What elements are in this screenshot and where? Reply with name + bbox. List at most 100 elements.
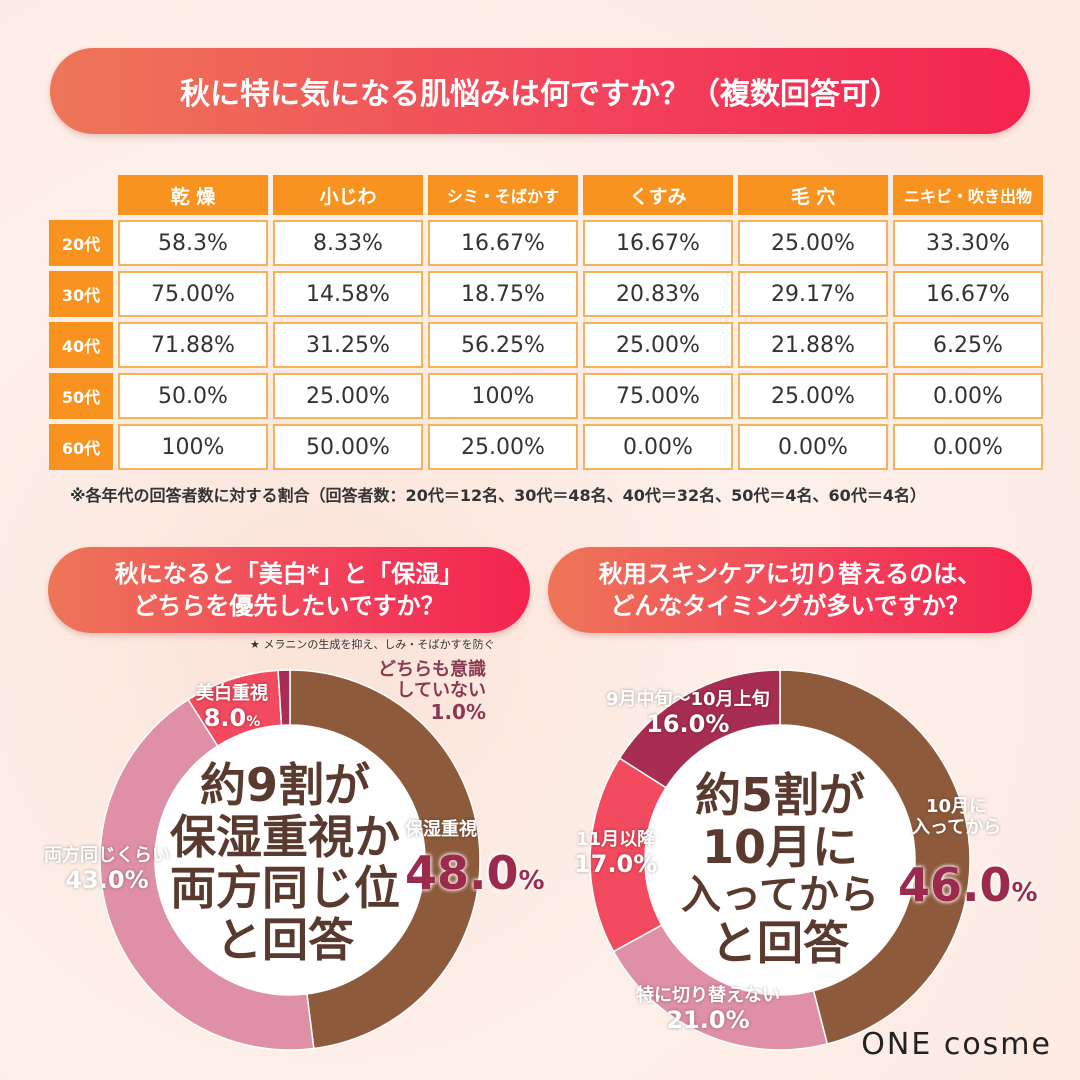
label-neither-pct: 1.0%: [430, 700, 486, 725]
table-cell: 29.17%: [738, 271, 888, 317]
label-september: 9月中旬～10月上旬 16.0%: [606, 689, 770, 738]
asterisk-note: ★ メラニンの生成を抑え、しみ・そばかすを防ぐ: [250, 638, 495, 651]
left-question-banner: 秋になると「美白*」と「保湿」 どちらを優先したいですか？: [48, 547, 530, 633]
right-question-line1: 秋用スキンケアに切り替えるのは、: [598, 559, 982, 588]
value-october: 46.0%: [898, 858, 1038, 912]
left-center-line4: と回答: [216, 912, 354, 967]
table-cell: 6.25%: [893, 322, 1043, 368]
label-november-name: 11月以降: [576, 829, 656, 850]
column-header: 毛 穴: [738, 175, 888, 215]
main-question-title: 秋に特に気になる肌悩みは何ですか？（複数回答可）: [180, 77, 900, 112]
right-donut-chart: [589, 669, 971, 1051]
table-cell: 0.00%: [738, 424, 888, 470]
table-cell: 20.83%: [583, 271, 733, 317]
table-cell: 25.00%: [428, 424, 578, 470]
value-october-number: 46.0: [898, 858, 1012, 912]
label-october: 10月に 入ってから: [912, 796, 1002, 838]
label-september-name: 9月中旬～10月上旬: [606, 689, 770, 710]
value-hoshitsu-number: 48.0: [405, 846, 519, 900]
label-october-name2: 入ってから: [912, 816, 1002, 838]
column-header: 乾 燥: [118, 175, 268, 215]
label-bihaku-name: 美白重視: [196, 683, 268, 704]
label-bihaku-sign: %: [246, 713, 261, 730]
label-ryouhou-pct: 43.0%: [65, 865, 149, 894]
table-cell: 25.00%: [738, 220, 888, 266]
left-center-line1: 約9割が: [199, 758, 370, 812]
table-cell: 100%: [428, 373, 578, 419]
right-question-banner: 秋用スキンケアに切り替えるのは、 どんなタイミングが多いですか？: [548, 547, 1032, 633]
table-cell: 18.75%: [428, 271, 578, 317]
table-cell: 25.00%: [273, 373, 423, 419]
table-row: 30代 75.00% 14.58% 18.75% 20.83% 29.17% 1…: [49, 271, 1043, 317]
table-cell: 25.00%: [583, 322, 733, 368]
right-donut-center-hole: [645, 725, 915, 995]
brand-logo: ONE cosme: [861, 1027, 1052, 1062]
row-header: 20代: [49, 220, 113, 266]
value-october-sign: %: [1011, 878, 1038, 908]
column-header: シミ・そばかす: [428, 175, 578, 215]
table-cell: 50.0%: [118, 373, 268, 419]
label-september-pct: 16.0%: [646, 709, 730, 738]
table-cell: 14.58%: [273, 271, 423, 317]
left-donut-chart: [99, 669, 481, 1051]
value-hoshitsu: 48.0%: [405, 846, 545, 900]
left-center-line3: 両方同じ位: [170, 861, 400, 916]
row-header: 50代: [49, 373, 113, 419]
left-donut-center-hole: [155, 725, 425, 995]
label-bihaku: 美白重視 8.0%: [196, 683, 268, 732]
table-cell: 21.88%: [738, 322, 888, 368]
label-ryouhou-name: 両方同じくらい: [44, 845, 170, 866]
label-hoshitsu-name: 保湿重視: [405, 819, 477, 840]
skin-concern-table: 乾 燥 小じわ シミ・そばかす くすみ 毛 穴 ニキビ・吹き出物 20代 58.…: [44, 170, 1048, 475]
label-no-switch-name: 特に切り替えない: [636, 985, 780, 1006]
left-question-line1: 秋になると「美白*」と「保湿」: [114, 559, 464, 588]
column-header: くすみ: [583, 175, 733, 215]
right-center-line4: と回答: [711, 915, 849, 970]
label-no-switch: 特に切り替えない 21.0%: [636, 985, 780, 1034]
table-cell: 16.67%: [428, 220, 578, 266]
table-header-row: 乾 燥 小じわ シミ・そばかす くすみ 毛 穴 ニキビ・吹き出物: [49, 175, 1043, 215]
table-row: 40代 71.88% 31.25% 56.25% 25.00% 21.88% 6…: [49, 322, 1043, 368]
left-center-line2: 保湿重視か: [170, 809, 400, 864]
right-center-line3: 入ってから: [681, 872, 879, 919]
table-row: 20代 58.3% 8.33% 16.67% 16.67% 25.00% 33.…: [49, 220, 1043, 266]
label-hoshitsu: 保湿重視: [405, 819, 477, 841]
table-cell: 75.00%: [583, 373, 733, 419]
label-no-switch-pct: 21.0%: [666, 1005, 750, 1034]
table-cell: 100%: [118, 424, 268, 470]
right-center-summary: 約5割が 10月に 入ってから と回答: [660, 768, 900, 970]
left-question-line2: どちらを優先したいですか？: [133, 592, 445, 620]
main-question-banner: 秋に特に気になる肌悩みは何ですか？（複数回答可）: [50, 48, 1030, 134]
table-cell: 58.3%: [118, 220, 268, 266]
table-cell: 33.30%: [893, 220, 1043, 266]
table-cell: 8.33%: [273, 220, 423, 266]
label-november: 11月以降 17.0%: [574, 829, 658, 878]
label-october-name1: 10月に: [926, 796, 988, 817]
label-neither-name2: していない: [396, 679, 486, 701]
label-november-pct: 17.0%: [574, 849, 658, 878]
table-cell: 25.00%: [738, 373, 888, 419]
label-neither-name1: どちらも意識: [378, 659, 486, 680]
row-header: 40代: [49, 322, 113, 368]
table-cell: 56.25%: [428, 322, 578, 368]
right-center-line1: 約5割が: [694, 768, 865, 822]
table-cell: 71.88%: [118, 322, 268, 368]
value-hoshitsu-sign: %: [518, 866, 545, 896]
column-header: ニキビ・吹き出物: [893, 175, 1043, 215]
label-bihaku-pct: 8.0: [203, 703, 247, 732]
table-cell: 31.25%: [273, 322, 423, 368]
table-row: 60代 100% 50.00% 25.00% 0.00% 0.00% 0.00%: [49, 424, 1043, 470]
column-header: 小じわ: [273, 175, 423, 215]
row-header: 30代: [49, 271, 113, 317]
table-cell: 75.00%: [118, 271, 268, 317]
right-center-line2: 10月に: [701, 819, 858, 874]
label-neither: どちらも意識 していない 1.0%: [378, 659, 486, 725]
table-cell: 0.00%: [893, 373, 1043, 419]
table-cell: 16.67%: [583, 220, 733, 266]
table-cell: 16.67%: [893, 271, 1043, 317]
table-cell: 50.00%: [273, 424, 423, 470]
right-question-line2: どんなタイミングが多いですか？: [610, 592, 970, 620]
table-cell: 0.00%: [893, 424, 1043, 470]
table-footnote: ※各年代の回答者数に対する割合（回答者数：20代＝12名、30代＝48名、40代…: [70, 486, 926, 505]
